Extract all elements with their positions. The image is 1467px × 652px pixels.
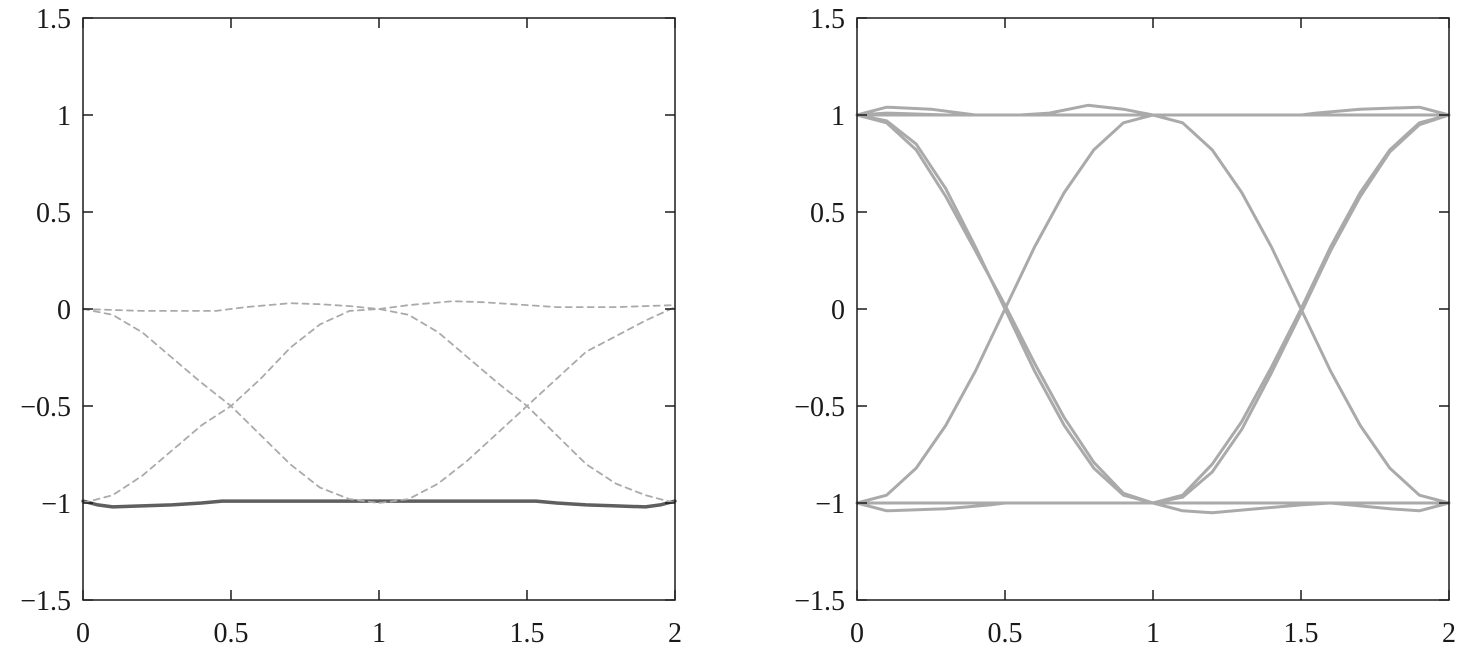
- y-tick-label: 1.5: [810, 4, 845, 35]
- y-tick-label: 1: [57, 101, 71, 132]
- series-3-line: [855, 111, 1007, 117]
- x-tick-label: 1.5: [1284, 618, 1319, 649]
- y-tick-label: 0: [831, 295, 845, 326]
- y-tick-label: −1.5: [20, 586, 71, 617]
- y-tick-label: 0.5: [36, 198, 71, 229]
- series-9-line: [855, 113, 1451, 505]
- y-tick-label: −0.5: [20, 392, 71, 423]
- x-tick-label: 1: [372, 618, 386, 649]
- y-tick-label: 1.5: [36, 4, 71, 35]
- plot-frame: [856, 17, 1450, 601]
- series-2-line: [82, 306, 676, 504]
- x-tick-label: 1.5: [510, 618, 545, 649]
- y-tick-label: 0: [57, 295, 71, 326]
- right-plot-panel: 1.510.50−0.5−1−1.50 0.5 1 1.5 2: [794, 4, 1456, 649]
- y-tick-label: 1: [831, 101, 845, 132]
- x-tick-label: 0: [76, 618, 90, 649]
- series-0-line: [81, 499, 677, 509]
- y-tick-label: 0.5: [810, 198, 845, 229]
- x-tick-label: 2: [1442, 618, 1456, 649]
- x-tick-label: 1: [1146, 618, 1160, 649]
- series-1-line: [82, 300, 676, 312]
- series-6-line: [1151, 501, 1451, 515]
- y-tick-label: −0.5: [794, 392, 845, 423]
- x-tick-label: 0.5: [988, 618, 1023, 649]
- left-plot-panel: 1.510.50−0.5−1−1.50 0.5 1 1.5 2: [20, 4, 682, 649]
- series-1-line: [855, 103, 1155, 117]
- series-5-line: [855, 501, 1007, 513]
- y-tick-label: −1: [41, 489, 71, 520]
- x-tick-label: 2: [668, 618, 682, 649]
- series-2-line: [1151, 105, 1451, 117]
- x-tick-label: 0: [850, 618, 864, 649]
- series-3-line: [82, 308, 676, 504]
- y-tick-label: −1: [815, 489, 845, 520]
- y-tick-label: −1.5: [794, 586, 845, 617]
- series-7-line: [855, 113, 1451, 505]
- series-8-line: [855, 113, 1451, 505]
- x-tick-label: 0.5: [214, 618, 249, 649]
